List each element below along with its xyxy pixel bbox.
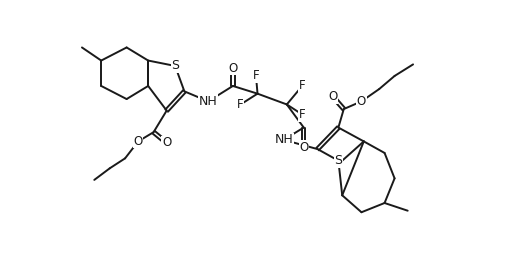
Text: F: F	[298, 80, 305, 92]
Text: O: O	[356, 95, 365, 108]
Text: NH: NH	[274, 133, 293, 146]
Text: O: O	[298, 141, 308, 154]
Text: S: S	[171, 59, 179, 73]
Text: S: S	[334, 154, 342, 167]
Text: F: F	[298, 108, 305, 121]
Text: O: O	[328, 90, 337, 103]
Text: F: F	[237, 98, 243, 111]
Text: O: O	[133, 135, 143, 148]
Text: F: F	[252, 69, 259, 82]
Text: O: O	[228, 62, 237, 75]
Text: O: O	[162, 136, 171, 150]
Text: NH: NH	[199, 95, 217, 108]
